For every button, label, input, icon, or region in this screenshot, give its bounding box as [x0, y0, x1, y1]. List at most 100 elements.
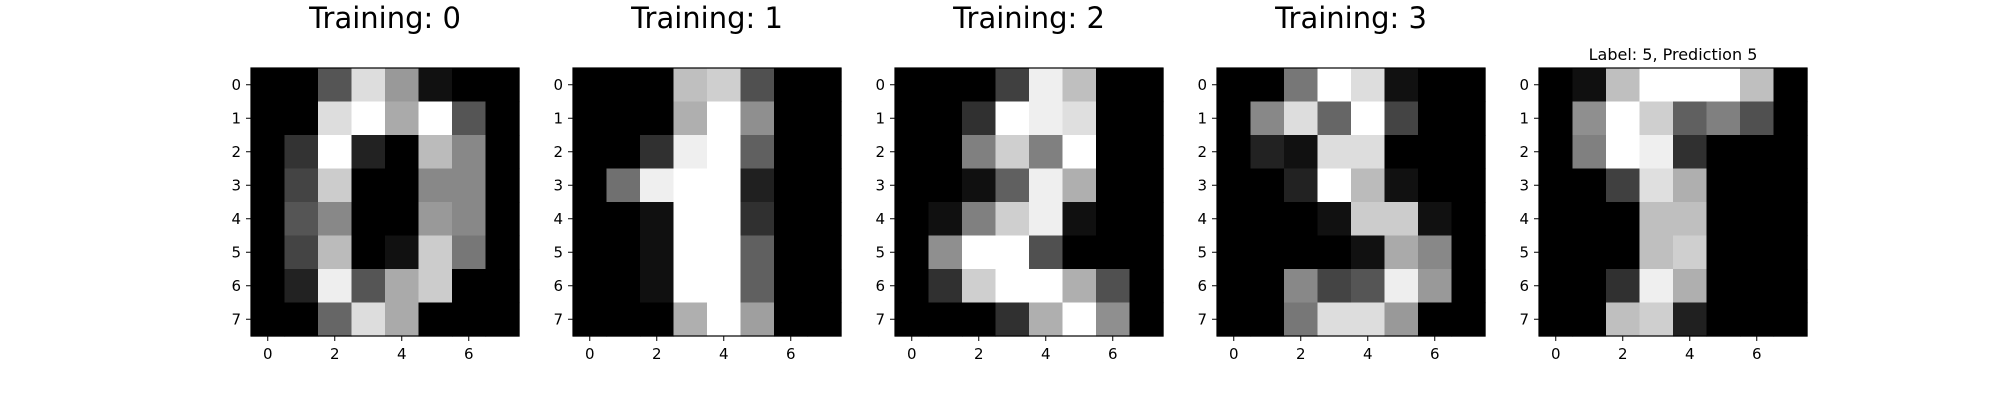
pixel-cell	[418, 168, 453, 203]
pixel-cell	[1029, 101, 1064, 136]
pixel-cell	[1129, 202, 1164, 237]
pixel-cell	[895, 302, 930, 337]
pixel-cell	[995, 202, 1030, 237]
x-tick-label: 2	[330, 345, 340, 363]
pixel-cell	[1217, 235, 1252, 270]
pixel-cell	[318, 135, 353, 170]
pixel-cell	[1539, 168, 1574, 203]
pixel-cell	[707, 269, 742, 304]
pixel-cell	[485, 135, 520, 170]
pixel-cell	[1351, 168, 1386, 203]
pixel-cell	[1096, 101, 1131, 136]
pixel-cell	[1773, 68, 1808, 103]
pixel-cell	[452, 302, 487, 337]
y-tick-label: 4	[1197, 210, 1207, 228]
y-tick-label: 7	[553, 310, 563, 328]
pixel-cell	[807, 101, 842, 136]
pixel-cell	[895, 101, 930, 136]
pixel-cell	[1418, 235, 1453, 270]
pixel-cell	[284, 202, 319, 237]
x-tick-label: 4	[1685, 345, 1695, 363]
pixel-cell	[1606, 101, 1641, 136]
pixel-cell	[1096, 235, 1131, 270]
y-tick-label: 0	[875, 76, 885, 94]
pixel-cell	[1062, 101, 1097, 136]
y-tick-label: 3	[231, 176, 241, 194]
pixel-cell	[673, 101, 708, 136]
pixel-cell	[284, 68, 319, 103]
pixel-cell	[740, 168, 775, 203]
pixel-cell	[318, 302, 353, 337]
y-tick-label: 7	[1519, 310, 1529, 328]
pixel-cell	[1096, 202, 1131, 237]
pixel-cell	[1029, 68, 1064, 103]
pixel-cell	[385, 101, 420, 136]
pixel-cell	[1317, 68, 1352, 103]
pixel-cell	[640, 68, 675, 103]
pixel-cell	[774, 235, 809, 270]
pixel-cell	[1418, 202, 1453, 237]
pixel-cell	[1384, 202, 1419, 237]
y-tick-label: 6	[1197, 277, 1207, 295]
pixel-cell	[1029, 302, 1064, 337]
pixel-cell	[452, 202, 487, 237]
pixel-cell	[1351, 202, 1386, 237]
pixel-cell	[1706, 68, 1741, 103]
pixel-cell	[928, 135, 963, 170]
pixel-cell	[673, 269, 708, 304]
pixel-cell	[774, 202, 809, 237]
pixel-cell	[673, 235, 708, 270]
pixel-cell	[606, 135, 641, 170]
y-tick-label: 3	[1197, 176, 1207, 194]
pixel-cell	[1062, 269, 1097, 304]
y-tick-label: 5	[1197, 243, 1207, 261]
pixel-cell	[606, 202, 641, 237]
pixel-cell	[1284, 68, 1319, 103]
pixel-cell	[774, 168, 809, 203]
pixel-cell	[1096, 302, 1131, 337]
pixel-cell	[673, 202, 708, 237]
y-tick-label: 7	[1197, 310, 1207, 328]
pixel-cell	[573, 202, 608, 237]
x-tick-label: 0	[1229, 345, 1239, 363]
axes-frame	[894, 67, 1164, 337]
pixel-cell	[284, 168, 319, 203]
pixel-cell	[807, 302, 842, 337]
pixel-cell	[573, 269, 608, 304]
x-tick-label: 4	[1363, 345, 1373, 363]
pixel-cell	[1217, 68, 1252, 103]
pixel-cell	[418, 269, 453, 304]
pixel-cell	[284, 135, 319, 170]
pixel-cell	[1740, 168, 1775, 203]
x-tick-label: 2	[652, 345, 662, 363]
pixel-cell	[1451, 68, 1486, 103]
pixel-cell	[1217, 101, 1252, 136]
pixel-cell	[640, 269, 675, 304]
y-tick-label: 2	[875, 143, 885, 161]
pixel-cell	[1129, 168, 1164, 203]
y-tick-label: 7	[875, 310, 885, 328]
pixel-cell	[1129, 302, 1164, 337]
pixel-cell	[1062, 235, 1097, 270]
pixel-cell	[1129, 101, 1164, 136]
pixel-cell	[573, 68, 608, 103]
pixel-cell	[1539, 202, 1574, 237]
pixel-cell	[318, 101, 353, 136]
pixel-cell	[284, 235, 319, 270]
pixel-cell	[1673, 235, 1708, 270]
pixel-cell	[318, 168, 353, 203]
y-tick-label: 3	[1519, 176, 1529, 194]
pixel-cell	[1773, 101, 1808, 136]
pixel-cell	[1572, 101, 1607, 136]
pixel-cell	[452, 101, 487, 136]
pixel-cell	[1706, 101, 1741, 136]
pixel-cell	[928, 68, 963, 103]
pixel-cell	[1096, 269, 1131, 304]
y-tick-label: 5	[875, 243, 885, 261]
pixel-cell	[606, 235, 641, 270]
pixel-cell	[318, 269, 353, 304]
axes-frame	[1216, 67, 1486, 337]
pixel-cell	[1317, 202, 1352, 237]
pixel-cell	[452, 269, 487, 304]
pixel-cell	[1539, 101, 1574, 136]
